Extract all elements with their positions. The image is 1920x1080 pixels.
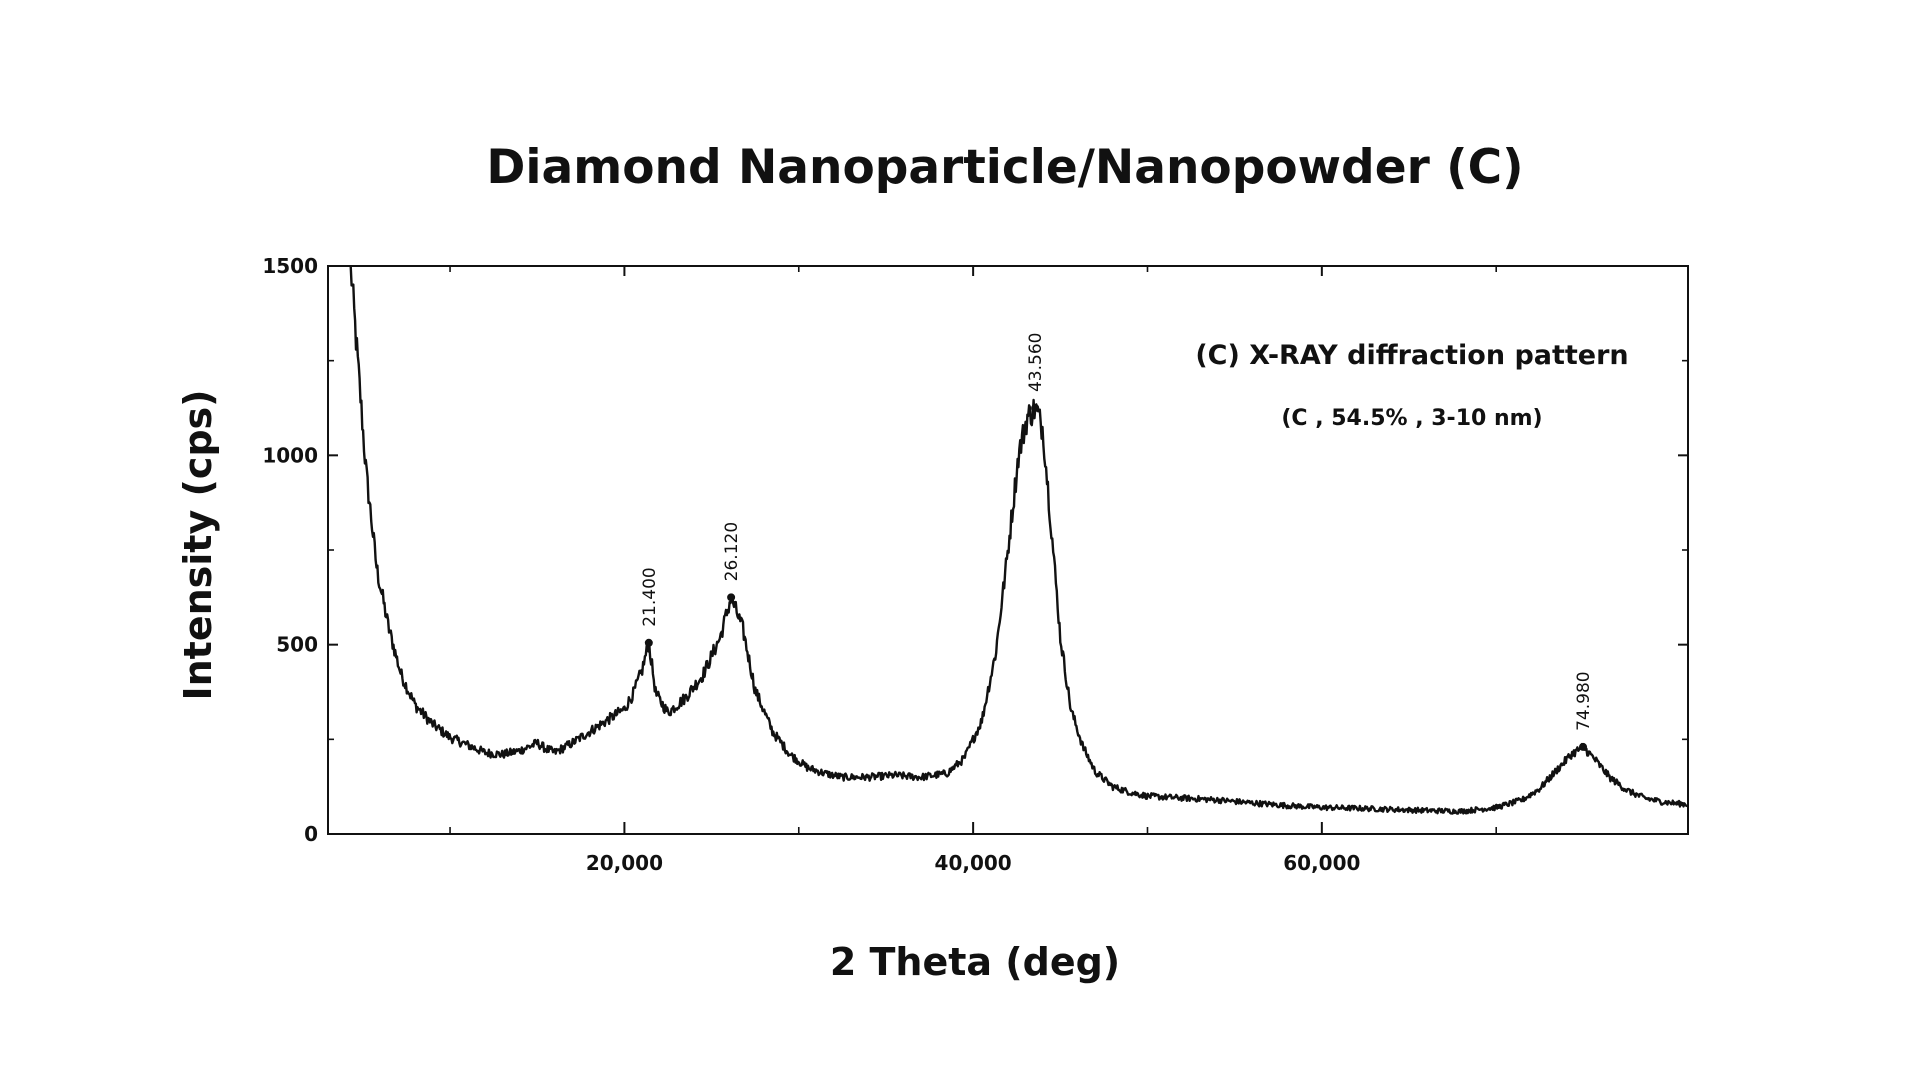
peak-dot (727, 593, 736, 602)
peak-label: 21.400 (640, 567, 660, 626)
annotation-title: (C) X-RAY diffraction pattern (1195, 340, 1628, 371)
y-tick-label: 1000 (262, 443, 318, 467)
chart-title: Diamond Nanoparticle/Nanopowder (C) (486, 140, 1524, 195)
y-tick-label: 1500 (262, 254, 318, 278)
axis-ticks (328, 265, 1688, 835)
peak-dot (1579, 742, 1588, 751)
x-tick-label: 20,000 (586, 851, 663, 875)
annotation-subtitle: (C , 54.5% , 3-10 nm) (1281, 406, 1542, 431)
x-tick-label: 60,000 (1283, 851, 1360, 875)
peak-dot (644, 638, 653, 647)
peak-markers: 21.400 26.120 43.560 74.980 (640, 333, 1594, 751)
peak-label: 43.560 (1026, 333, 1046, 392)
x-tick-label: 40,000 (935, 851, 1012, 875)
peak-label: 74.980 (1574, 671, 1594, 730)
y-tick-label: 0 (304, 822, 318, 846)
series-line (349, 265, 1689, 815)
tick-labels: 20,000 40,000 60,000 0 500 1000 1500 (262, 254, 1360, 875)
y-tick-label: 500 (276, 633, 318, 657)
peak-dot (1031, 404, 1040, 412)
peak-label: 26.120 (722, 522, 742, 581)
x-axis-label: 2 Theta (deg) (829, 940, 1121, 984)
